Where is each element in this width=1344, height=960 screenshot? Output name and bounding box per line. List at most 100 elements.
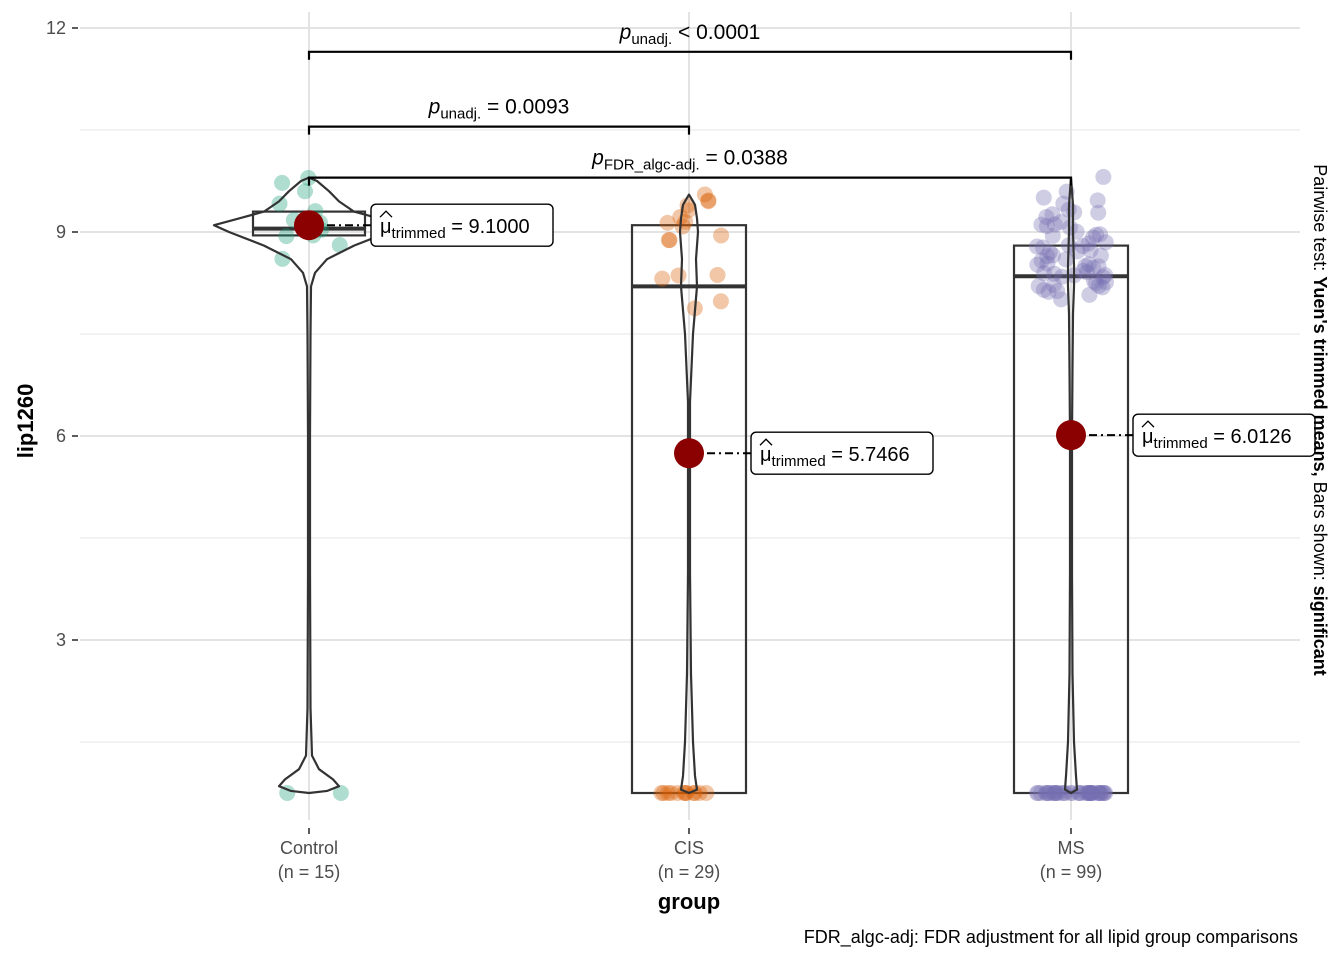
y-tick-label: 6: [56, 426, 66, 446]
data-point: [1095, 269, 1112, 286]
data-point: [661, 232, 678, 249]
comparison-bracket: punadj. = 0.0093: [307, 96, 691, 135]
data-point: [1088, 275, 1105, 292]
data-point: [1033, 216, 1050, 233]
y-tick-label: 3: [56, 630, 66, 650]
comparison-bracket: pFDR_algc-adj. = 0.0388: [307, 147, 1073, 186]
data-point: [1038, 218, 1055, 235]
data-point: [1052, 213, 1069, 230]
data-point: [274, 174, 291, 191]
mean-label-text: μtrimmed = 5.7466: [760, 444, 910, 470]
x-axis-label: group: [658, 889, 720, 914]
data-point: [1038, 208, 1055, 225]
mean-label-text: μtrimmed = 6.0126: [1142, 426, 1292, 452]
data-point: [1029, 785, 1046, 801]
data-point: [1047, 785, 1064, 801]
data-point: [700, 193, 717, 210]
data-point: [1041, 244, 1058, 261]
data-point: [1034, 239, 1051, 256]
mean-subscript: trimmed: [1154, 435, 1208, 452]
x-tick-count: (n = 99): [1040, 862, 1103, 882]
data-point: [1095, 168, 1112, 185]
data-point: [686, 785, 703, 801]
data-point: [1088, 226, 1105, 243]
data-point: [1029, 785, 1046, 801]
side-caption-test: Yuen's trimmed means,: [1310, 276, 1330, 476]
data-point: [1029, 256, 1046, 273]
data-point: [1093, 785, 1110, 801]
trimmed-mean-point: [1056, 420, 1086, 451]
data-point: [1045, 276, 1062, 293]
mean-label-text: μtrimmed = 9.1000: [380, 216, 530, 242]
data-point: [679, 197, 696, 214]
group-ms: μtrimmed = 6.0126: [1012, 168, 1316, 801]
data-point: [271, 195, 288, 212]
x-tick-count: (n = 15): [278, 862, 341, 882]
x-axis: Control (n = 15) CIS (n = 29) MS (n = 99): [278, 828, 1103, 882]
data-point: [1046, 265, 1063, 282]
data-point: [670, 267, 687, 284]
data-point: [1039, 255, 1056, 272]
p-symbol: p: [428, 96, 441, 119]
x-tick-count: (n = 29): [658, 862, 721, 882]
data-point: [1090, 785, 1107, 801]
p-value: < 0.0001: [672, 21, 760, 44]
mean-label: μtrimmed = 9.1000: [370, 203, 554, 247]
data-point: [1080, 235, 1097, 252]
bracket-label: pFDR_algc-adj. = 0.0388: [591, 147, 788, 174]
data-point: [1095, 785, 1112, 801]
data-point: [1044, 227, 1061, 244]
data-point: [1092, 785, 1109, 801]
group-control: μtrimmed = 9.1000: [212, 169, 554, 801]
group-cis: μtrimmed = 5.7466: [630, 186, 934, 801]
p-symbol: p: [591, 147, 604, 170]
data-point: [1047, 785, 1064, 801]
data-point: [1056, 785, 1073, 801]
data-point: [1044, 206, 1061, 223]
data-point: [1079, 785, 1096, 801]
data-point: [674, 218, 691, 235]
data-point: [1097, 274, 1114, 291]
data-point: [1082, 785, 1099, 801]
mean-label: μtrimmed = 5.7466: [750, 431, 934, 475]
mean-label-box: [370, 203, 554, 247]
data-point: [1090, 204, 1107, 221]
p-value: = 0.0388: [700, 147, 788, 170]
data-point: [1092, 785, 1109, 801]
mean-subscript: trimmed: [772, 453, 826, 470]
data-point: [1097, 234, 1114, 251]
data-point: [1038, 785, 1055, 801]
mean-hat: [1141, 420, 1155, 428]
mean-symbol: μ: [1142, 426, 1154, 448]
data-point: [1085, 259, 1102, 276]
data-point: [1035, 265, 1052, 282]
p-subscript: unadj.: [440, 106, 481, 123]
data-point: [709, 266, 726, 283]
data-point: [654, 270, 671, 287]
data-point: [332, 785, 349, 801]
data-point: [1038, 785, 1055, 801]
data-point: [1028, 238, 1045, 255]
data-point: [713, 227, 730, 244]
data-point: [1043, 785, 1060, 801]
data-point: [1068, 223, 1085, 240]
data-point: [331, 237, 348, 254]
side-caption-prefix: Pairwise test:: [1310, 164, 1330, 276]
data-point: [696, 186, 713, 203]
data-point: [1084, 785, 1101, 801]
side-caption-middle: Bars shown:: [1310, 477, 1330, 586]
data-point: [274, 250, 291, 267]
side-caption: Pairwise test: Yuen's trimmed means, Bar…: [1310, 164, 1330, 675]
data-point: [1080, 785, 1097, 801]
mean-hat: [759, 438, 773, 446]
data-point: [1085, 229, 1102, 246]
data-point: [1090, 785, 1107, 801]
data-point: [1090, 258, 1107, 275]
p-subscript: unadj.: [631, 31, 672, 48]
bracket-line: [307, 50, 1073, 60]
bracket-line: [307, 125, 691, 135]
data-point: [1033, 252, 1050, 269]
x-tick-label: CIS: [674, 838, 704, 858]
